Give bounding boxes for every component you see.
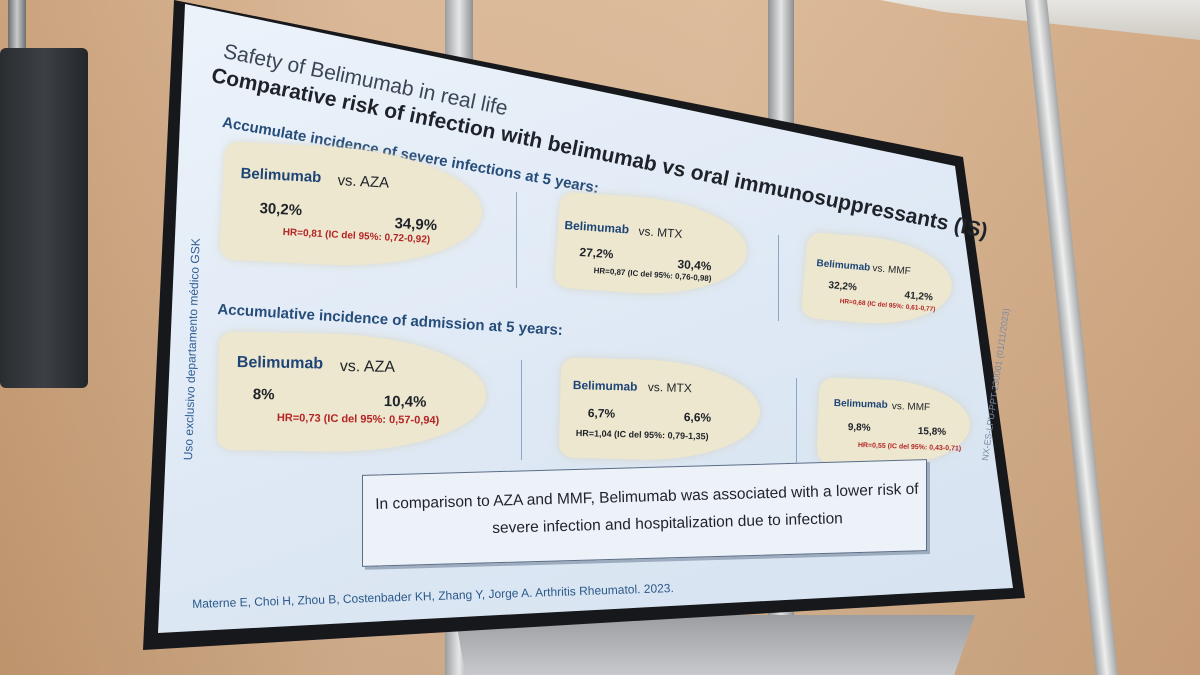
belimumab-rate: 9,8%	[847, 422, 871, 434]
monitor-stand	[455, 615, 975, 675]
drug-label: Belimumab	[572, 378, 638, 394]
comparator-rate: 10,4%	[383, 393, 427, 411]
belimumab-rate: 6,7%	[587, 406, 616, 421]
belimumab-rate: 32,2%	[828, 280, 858, 294]
comparator-label: vs. AZA	[337, 172, 390, 192]
belimumab-rate: 30,2%	[259, 200, 303, 220]
comparator-rate: 6,6%	[683, 410, 712, 425]
comparator-rate: 30,4%	[677, 257, 712, 274]
comparator-label: vs. MMF	[891, 401, 931, 414]
window-frame-left	[8, 0, 26, 60]
belimumab-rate: 8%	[252, 386, 275, 404]
divider	[516, 192, 517, 288]
divider	[796, 378, 797, 466]
drug-label: Belimumab	[833, 398, 888, 411]
loudspeaker	[0, 48, 88, 388]
comparator-rate: 41,2%	[904, 290, 934, 304]
comparator-label: vs. MTX	[638, 224, 683, 242]
belimumab-rate: 27,2%	[579, 245, 614, 262]
window-frame-right	[768, 0, 794, 675]
comparator-rate: 15,8%	[917, 426, 947, 438]
comparator-label: vs. MTX	[647, 380, 692, 396]
divider	[778, 235, 779, 321]
drug-label: Belimumab	[236, 354, 324, 373]
comparator-rate: 34,9%	[394, 215, 438, 235]
divider	[521, 360, 522, 460]
comparator-label: vs. AZA	[339, 358, 396, 376]
